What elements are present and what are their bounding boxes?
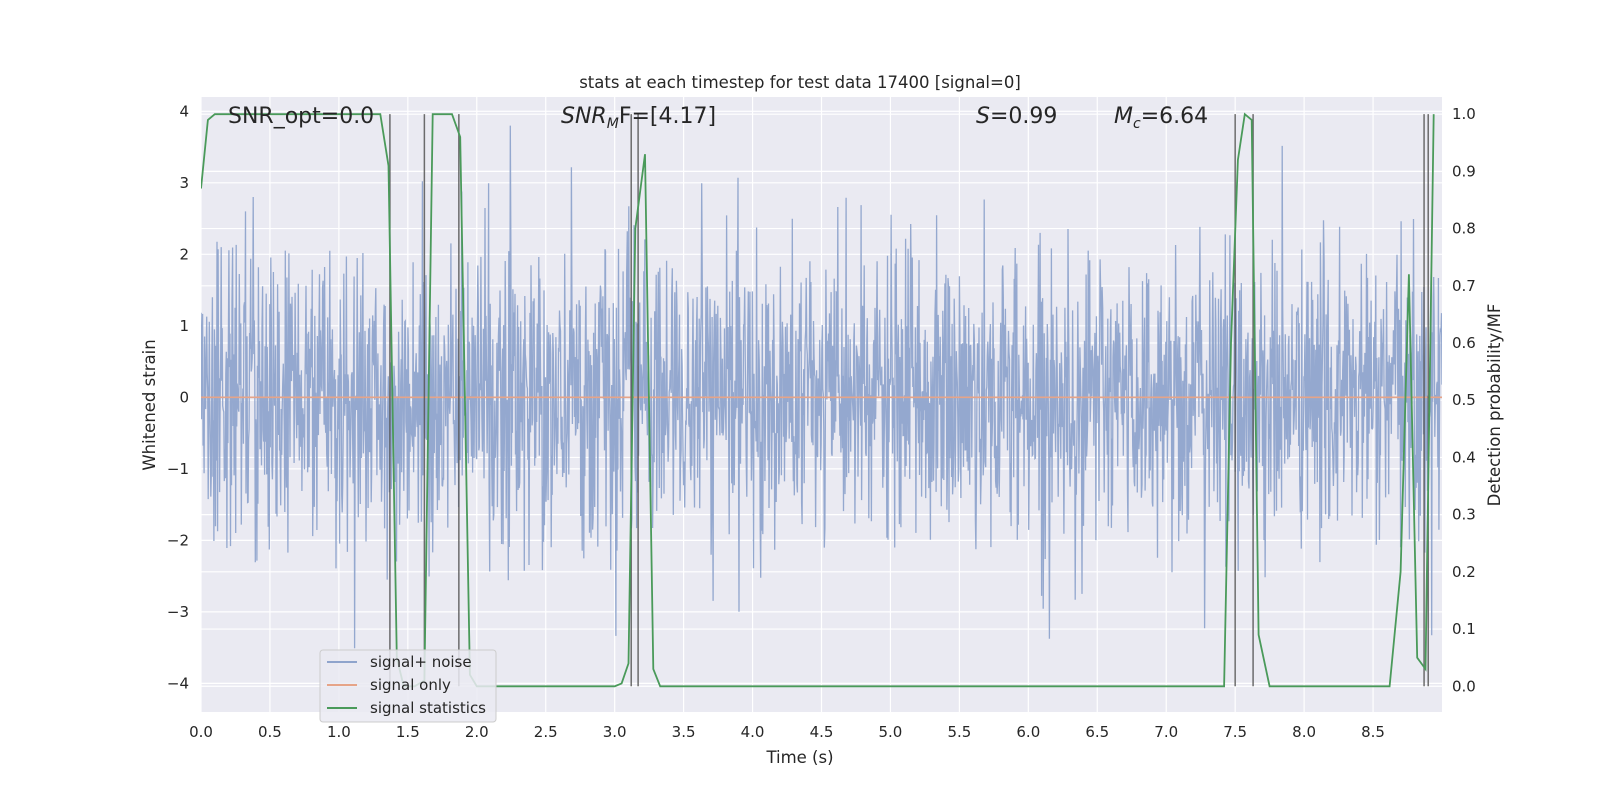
- mc-annotation: Mc=6.64: [1114, 104, 1208, 132]
- x-tick-label: 5.0: [879, 723, 903, 741]
- x-tick-label: 7.0: [1154, 723, 1178, 741]
- y-right-tick-label: 0.4: [1452, 448, 1476, 466]
- mc-var: M: [1114, 104, 1133, 129]
- snr-mf-main: SNR: [561, 104, 607, 129]
- legend-box: [319, 649, 497, 723]
- y-right-tick-label: 0.9: [1452, 162, 1476, 180]
- y-tick-label: 4: [179, 102, 189, 120]
- y-right-tick-label: 0.2: [1452, 563, 1476, 581]
- snr-mf-rest: F=[4.17]: [619, 104, 716, 129]
- y-tick-label: −3: [167, 603, 189, 621]
- mc-rest: =6.64: [1141, 104, 1208, 129]
- y-right-tick-label: 0.8: [1452, 220, 1476, 238]
- y-tick-label: 3: [179, 174, 189, 192]
- x-tick-label: 6.0: [1016, 723, 1040, 741]
- legend-noise-label: signal+ noise: [370, 653, 472, 671]
- x-tick-label: 1.0: [327, 723, 351, 741]
- y-right-tick-label: 0.3: [1452, 506, 1476, 524]
- snr-mf-sub: M: [607, 116, 619, 132]
- x-tick-label: 6.5: [1085, 723, 1109, 741]
- mc-sub: c: [1133, 116, 1141, 132]
- y-tick-label: 1: [179, 317, 189, 335]
- x-tick-label: 2.0: [465, 723, 489, 741]
- y-right-tick-label: 0.0: [1452, 677, 1476, 695]
- y-axis-label: Whitened strain: [140, 339, 159, 470]
- s-rest: =0.99: [990, 104, 1057, 129]
- axis-ticks: 0.0 0.5 1.0 1.5 2.0 2.5 3.0 3.5 4.0 4.5 5.0 5.5 6.0 6…: [167, 102, 1476, 741]
- legend-stats-label: signal statistics: [370, 699, 486, 717]
- x-tick-label: 5.5: [947, 723, 971, 741]
- x-tick-label: 4.0: [741, 723, 765, 741]
- y-tick-label: −1: [167, 460, 189, 478]
- y-right-tick-label: 0.6: [1452, 334, 1476, 352]
- x-tick-label: 1.5: [396, 723, 420, 741]
- y-right-tick-label: 1.0: [1452, 105, 1476, 123]
- signal-statistics-series: [201, 112, 1435, 688]
- y-tick-label: 2: [179, 245, 189, 263]
- x-tick-label: 2.5: [534, 723, 558, 741]
- chart-title: stats at each timestep for test data 174…: [579, 73, 1021, 92]
- y-tick-label: −2: [167, 531, 189, 549]
- legend: signal+ noise signal only signal statist…: [319, 649, 497, 723]
- x-tick-label: 8.0: [1292, 723, 1316, 741]
- snr-mf-annotation: SNRMF=[4.17]: [561, 104, 716, 132]
- legend-signal-label: signal only: [370, 676, 451, 694]
- y-tick-label: −4: [167, 674, 189, 692]
- snr-opt-annotation: SNR_opt=0.0: [228, 104, 374, 129]
- x-tick-label: 3.5: [672, 723, 696, 741]
- x-tick-label: 8.5: [1361, 723, 1385, 741]
- detection-markers: [389, 114, 1429, 687]
- signal-statistics-line: [201, 112, 1435, 688]
- x-axis-label: Time (s): [765, 748, 833, 767]
- x-tick-label: 7.5: [1223, 723, 1247, 741]
- y-tick-label: 0: [179, 388, 189, 406]
- x-tick-label: 3.0: [603, 723, 627, 741]
- s-annotation: S=0.99: [976, 104, 1057, 129]
- x-tick-label: 0.5: [258, 723, 282, 741]
- x-tick-label: 0.0: [189, 723, 213, 741]
- s-var: S: [976, 104, 990, 129]
- y-right-tick-label: 0.7: [1452, 277, 1476, 295]
- y-right-tick-label: 0.1: [1452, 620, 1476, 638]
- x-tick-label: 4.5: [810, 723, 834, 741]
- y-right-axis-label: Detection probability/MF: [1485, 304, 1504, 507]
- y-right-tick-label: 0.5: [1452, 391, 1476, 409]
